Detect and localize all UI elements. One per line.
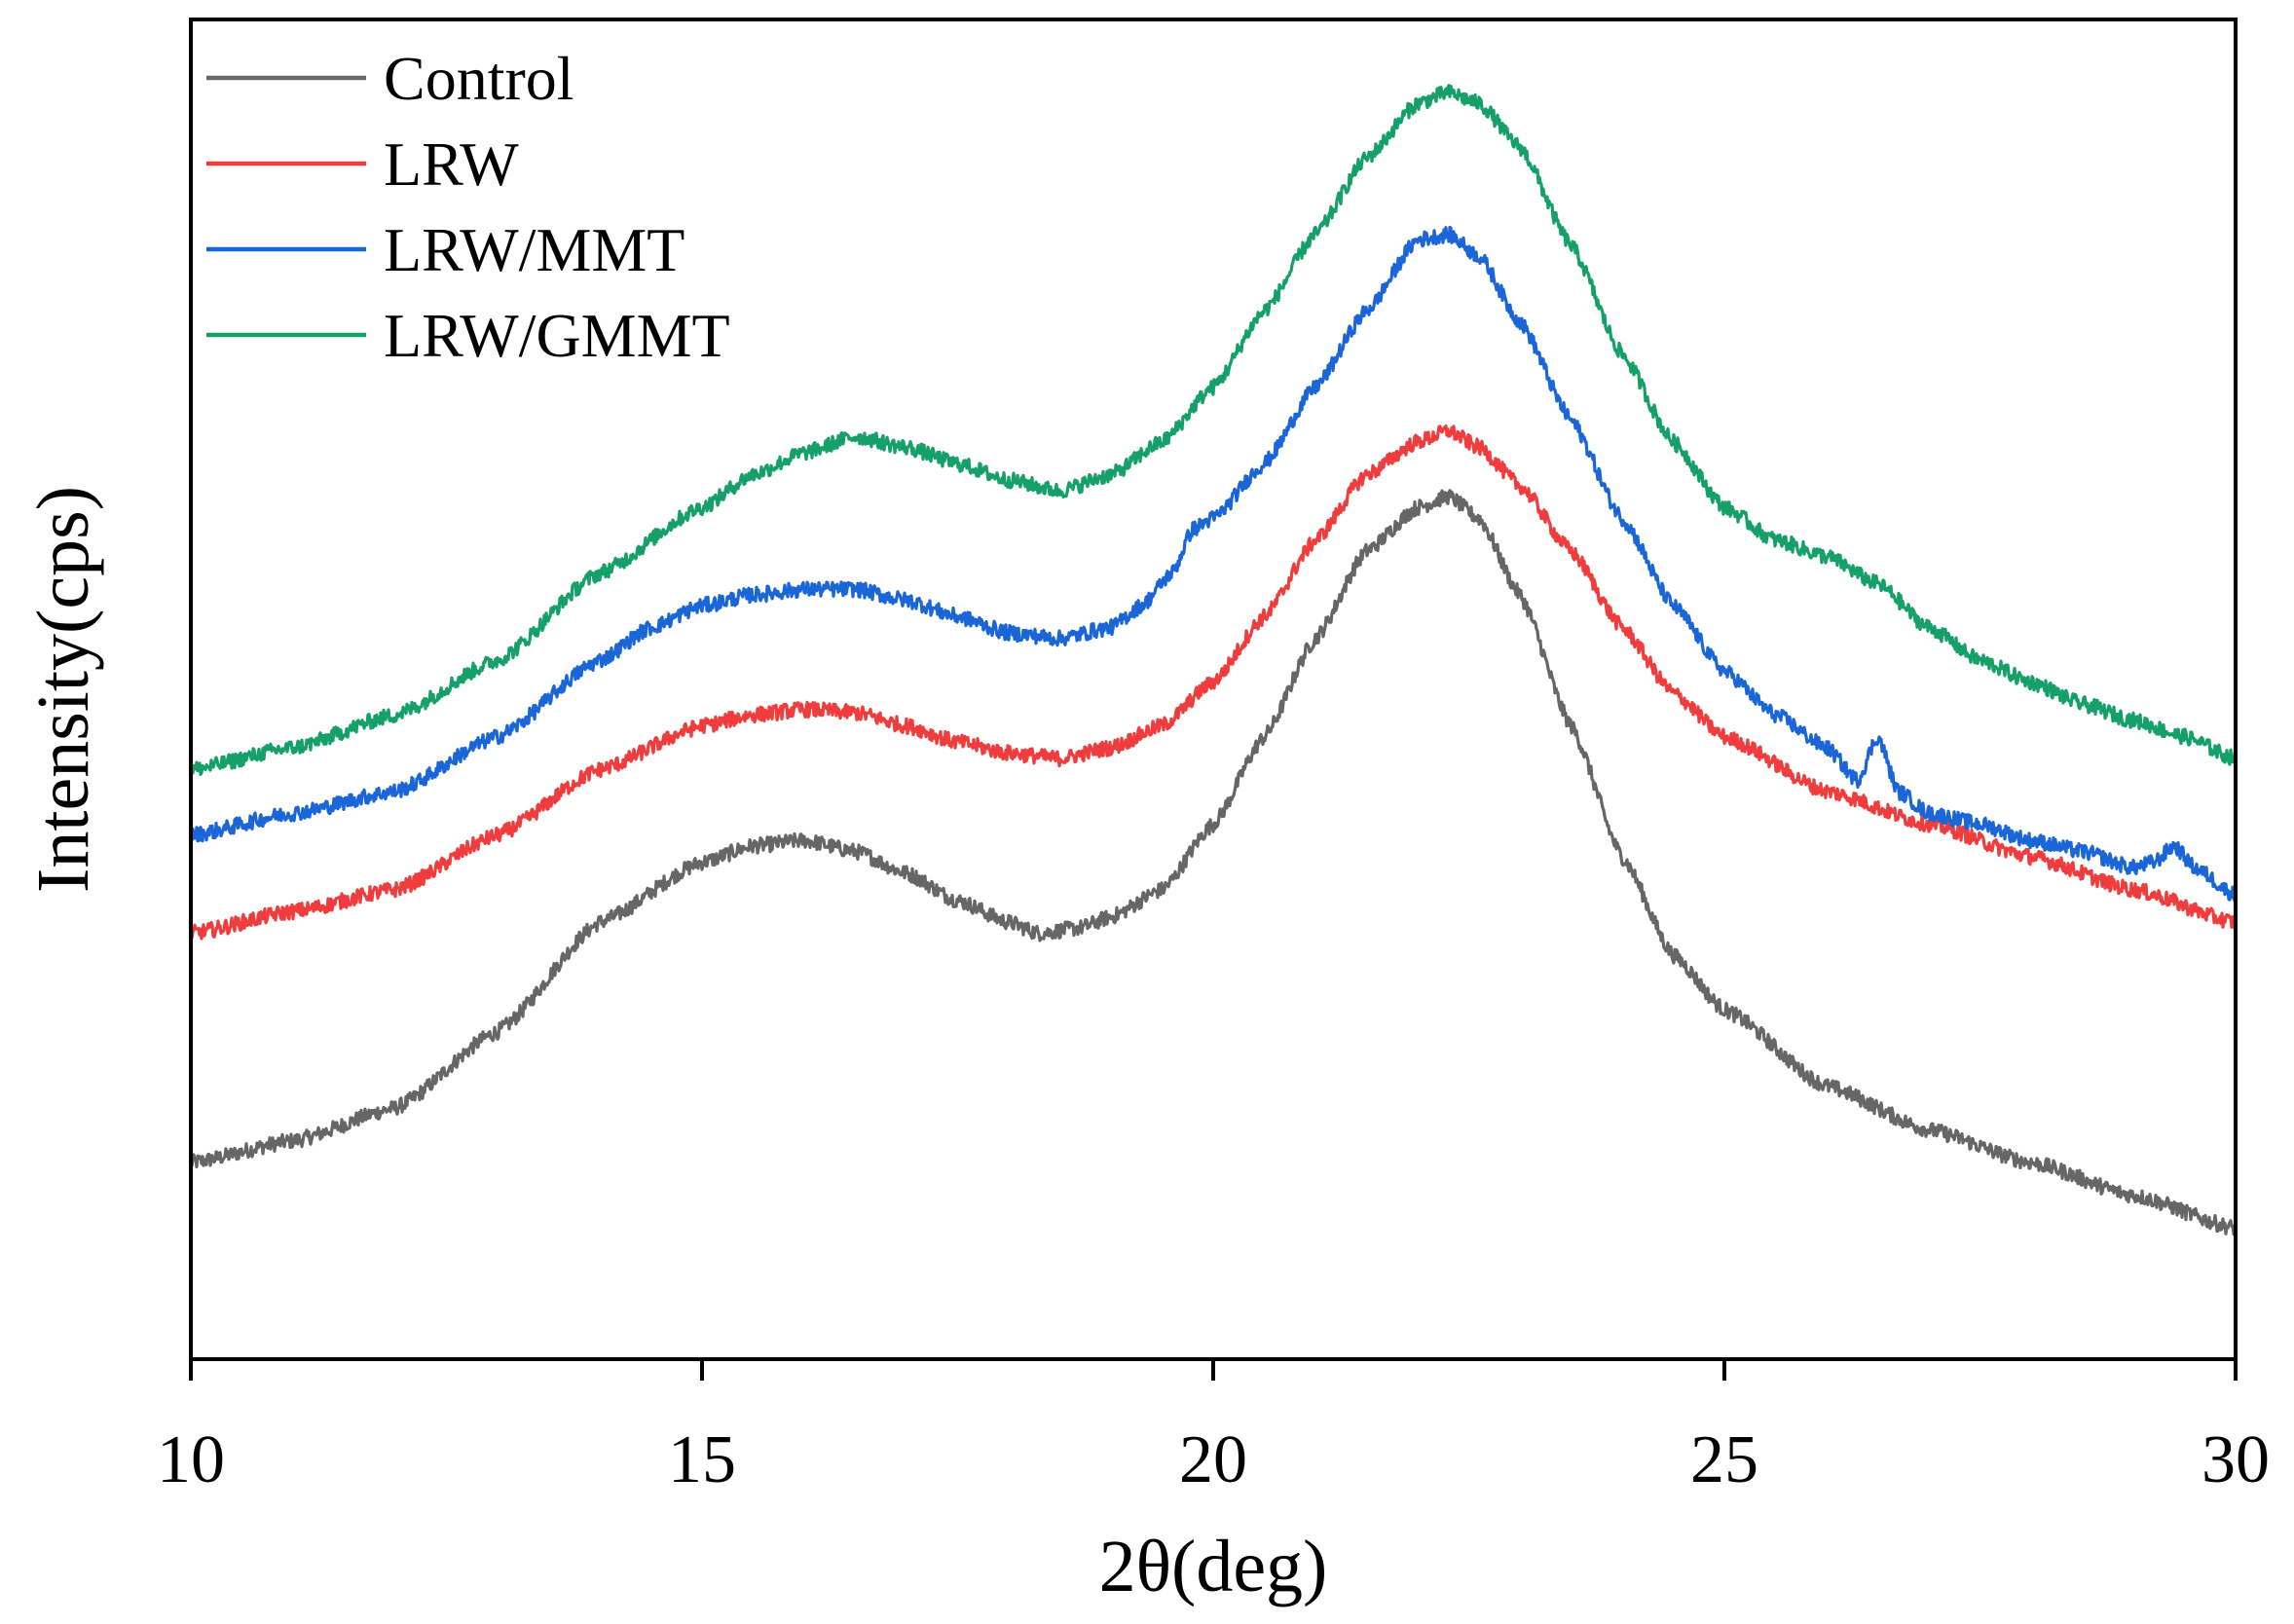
x-tick-label: 20 — [1179, 1422, 1247, 1497]
x-tick-label: 10 — [157, 1422, 225, 1497]
x-axis-title: 2θ(deg) — [1099, 1526, 1328, 1607]
series-line-lrw-mmt — [189, 225, 2238, 903]
x-ticks: 10 15 20 25 30 — [157, 1359, 2270, 1497]
legend-label: Control — [384, 44, 574, 113]
x-tick-label: 15 — [668, 1422, 736, 1497]
x-tick-label: 30 — [2202, 1422, 2270, 1497]
legend-label: LRW/GMMT — [384, 301, 730, 370]
series-line-control — [189, 489, 2238, 1236]
y-axis-title: Intensity(cps) — [22, 486, 104, 893]
series-line-lrw — [189, 424, 2238, 941]
legend: Control LRW LRW/MMT LRW/GMMT — [206, 44, 730, 370]
legend-label: LRW — [384, 129, 519, 199]
legend-label: LRW/MMT — [384, 215, 684, 284]
x-tick-label: 25 — [1690, 1422, 1758, 1497]
series-line-lrw-gmmt — [189, 84, 2238, 776]
series-layer — [189, 84, 2238, 1236]
